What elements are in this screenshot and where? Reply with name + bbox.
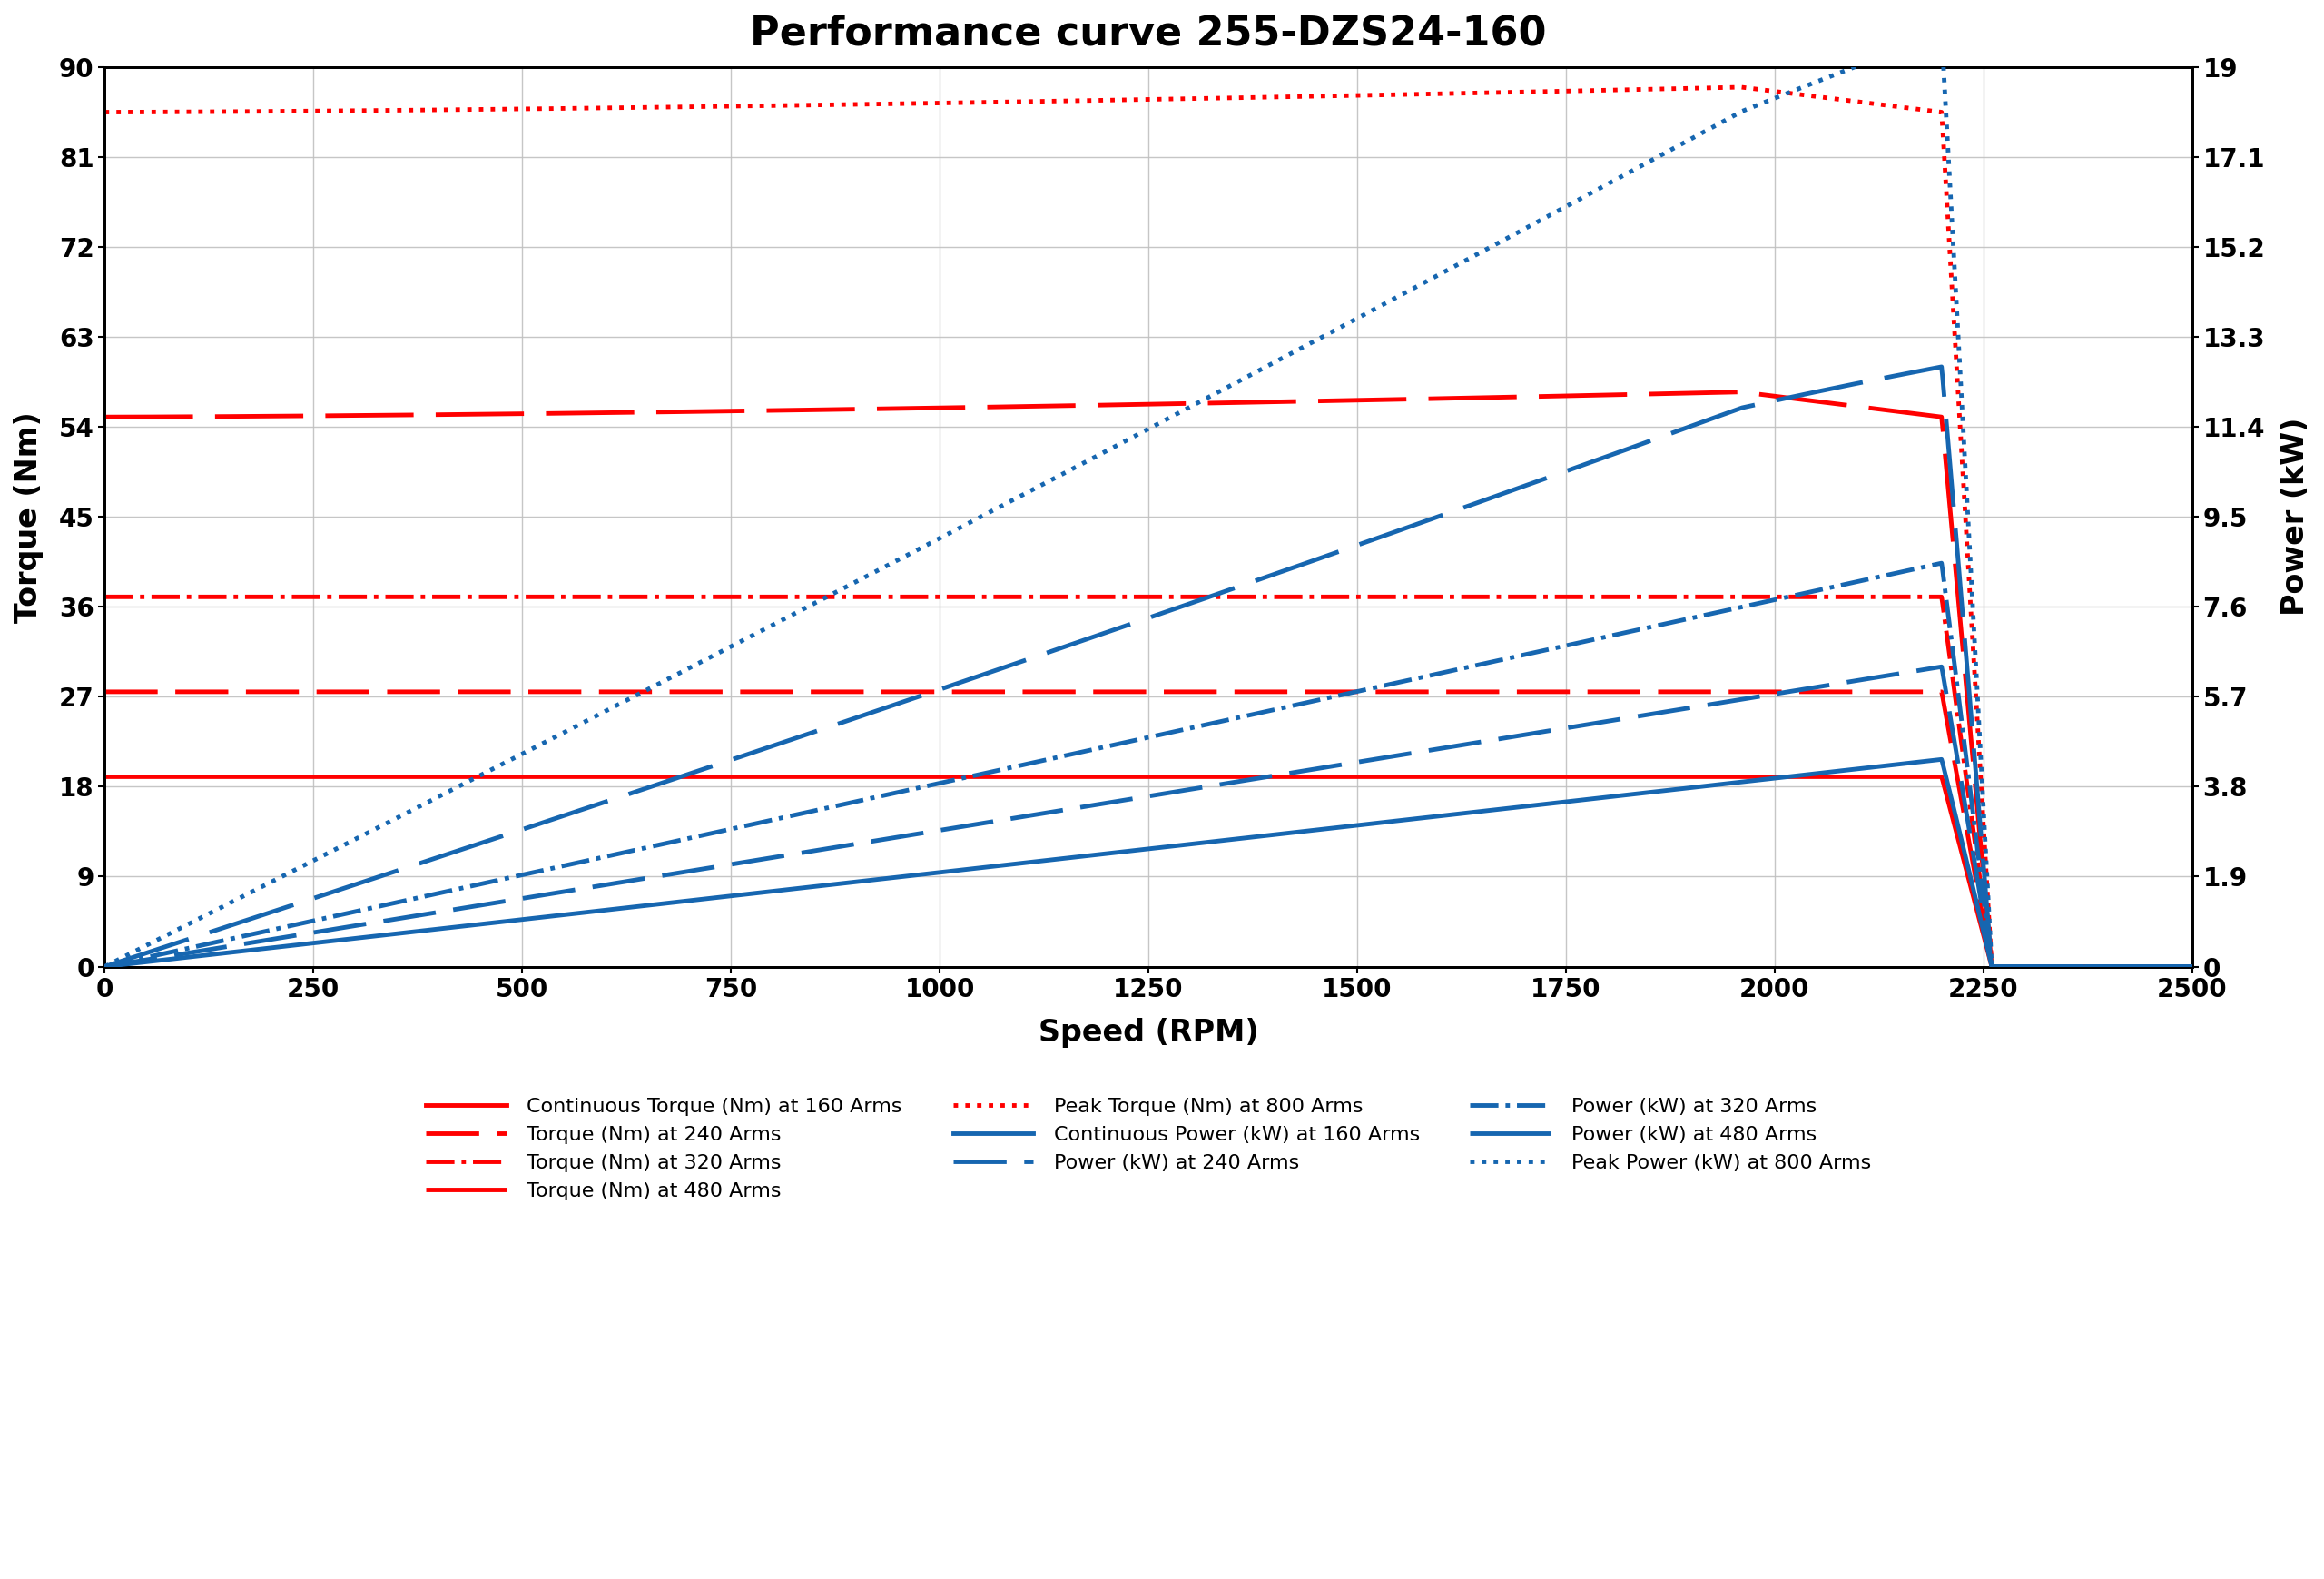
Title: Performance curve 255-DZS24-160: Performance curve 255-DZS24-160 [751, 14, 1548, 52]
Y-axis label: Power (kW): Power (kW) [2280, 418, 2310, 616]
X-axis label: Speed (RPM): Speed (RPM) [1039, 1018, 1260, 1048]
Y-axis label: Torque (Nm): Torque (Nm) [14, 411, 44, 622]
Legend: Continuous Torque (Nm) at 160 Arms, Torque (Nm) at 240 Arms, Torque (Nm) at 320 : Continuous Torque (Nm) at 160 Arms, Torq… [418, 1090, 1878, 1208]
